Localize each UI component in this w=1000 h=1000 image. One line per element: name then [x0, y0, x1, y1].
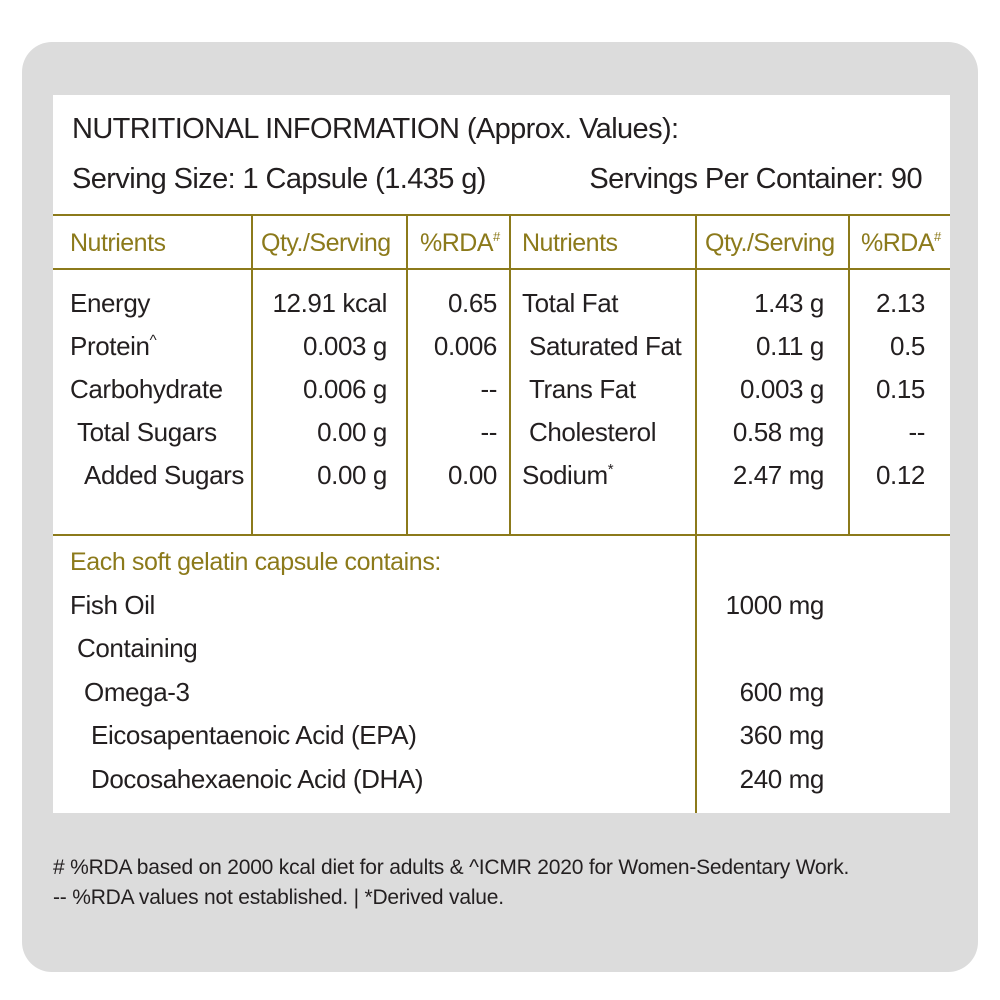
ingredient-name: Eicosapentaenoic Acid (EPA) — [91, 720, 417, 750]
nutrient-qty: 0.11 g — [756, 331, 824, 361]
nutrient-name: Total Sugars — [77, 417, 217, 447]
nutrient-qty: 0.003 g — [740, 374, 824, 404]
ingredient-qty: 1000 mg — [725, 590, 825, 620]
col-header-rda: %RDA# — [861, 229, 941, 257]
nutrient-name: Saturated Fat — [529, 331, 682, 361]
col-header-rda: %RDA# — [420, 229, 500, 257]
nutrient-name: Protein^ — [70, 331, 157, 361]
column-divider — [251, 214, 253, 535]
nutrient-rda: -- — [908, 417, 925, 447]
nutrient-name: Total Fat — [522, 288, 619, 318]
nutrient-rda: 0.006 — [433, 331, 497, 361]
nutrient-name: Added Sugars — [84, 460, 244, 490]
nutrient-qty: 0.58 mg — [732, 417, 825, 447]
column-divider — [695, 214, 697, 813]
nutrient-qty: 1.43 g — [754, 288, 824, 318]
nutrient-qty: 0.00 g — [317, 460, 387, 490]
nutrient-name: Sodium* — [522, 460, 614, 490]
nutrient-name: Trans Fat — [529, 374, 636, 404]
table-top-rule — [53, 214, 950, 216]
ingredient-qty: 600 mg — [739, 677, 825, 707]
ingredient-qty: 360 mg — [739, 720, 825, 750]
column-divider — [406, 214, 408, 535]
section-rule — [53, 534, 950, 536]
ingredient-name: Omega-3 — [84, 677, 190, 707]
capsule-heading: Each soft gelatin capsule contains: — [70, 548, 441, 576]
nutrient-rda: -- — [480, 417, 497, 447]
ingredient-name: Containing — [77, 633, 198, 663]
nutrient-name: Energy — [70, 288, 150, 318]
ingredient-name: Docosahexaenoic Acid (DHA) — [91, 764, 424, 794]
ingredient-name: Fish Oil — [70, 590, 155, 620]
nutrient-qty: 12.91 kcal — [272, 288, 387, 318]
nutrient-qty: 0.006 g — [303, 374, 387, 404]
column-divider — [848, 214, 850, 535]
nutrient-name: Carbohydrate — [70, 374, 223, 404]
col-header-qty: Qty./Serving — [261, 229, 391, 257]
nutrient-rda: 0.12 — [875, 460, 925, 490]
nutrient-rda: 0.65 — [447, 288, 497, 318]
nutrient-qty: 2.47 mg — [732, 460, 825, 490]
serving-size: Serving Size: 1 Capsule (1.435 g) — [72, 163, 486, 195]
col-header-nutrients: Nutrients — [522, 229, 618, 257]
column-divider — [509, 214, 511, 535]
footnote-derived: -- %RDA values not established. | *Deriv… — [53, 886, 504, 909]
col-header-nutrients: Nutrients — [70, 229, 166, 257]
panel-title: NUTRITIONAL INFORMATION (Approx. Values)… — [72, 113, 679, 145]
nutrient-qty: 0.003 g — [303, 331, 387, 361]
nutrient-rda: 0.5 — [890, 331, 925, 361]
nutrient-rda: -- — [480, 374, 497, 404]
ingredient-qty: 240 mg — [739, 764, 825, 794]
servings-per-container: Servings Per Container: 90 — [589, 163, 922, 195]
nutrient-rda: 0.15 — [875, 374, 925, 404]
nutrient-qty: 0.00 g — [317, 417, 387, 447]
header-rule — [53, 268, 950, 270]
nutrient-rda: 2.13 — [875, 288, 925, 318]
nutrient-rda: 0.00 — [447, 460, 497, 490]
col-header-qty: Qty./Serving — [705, 229, 835, 257]
nutrient-name: Cholesterol — [529, 417, 657, 447]
footnote-rda: # %RDA based on 2000 kcal diet for adult… — [53, 856, 850, 879]
